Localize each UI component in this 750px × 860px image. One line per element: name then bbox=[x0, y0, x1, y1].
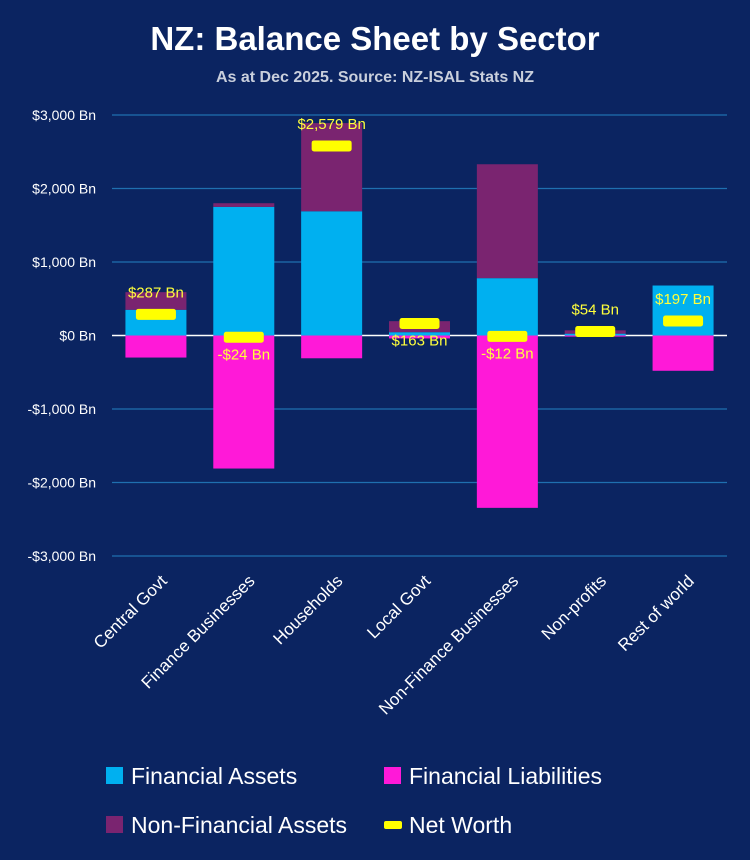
net-worth-marker bbox=[487, 330, 528, 342]
y-tick-label: $1,000 Bn bbox=[32, 254, 96, 270]
bar-financial-assets bbox=[213, 206, 275, 336]
x-tick-label: Non-profits bbox=[538, 571, 610, 643]
net-worth-data-label: $197 Bn bbox=[655, 291, 711, 308]
net-worth-data-label: $287 Bn bbox=[128, 284, 184, 301]
bar-financial-liabilities bbox=[301, 335, 363, 359]
legend: Financial Assets Financial Liabilities Non… bbox=[106, 763, 602, 838]
x-tick-label: Non-Finance Businesses bbox=[375, 571, 522, 718]
y-tick-label: $0 Bn bbox=[59, 328, 96, 344]
legend-swatch bbox=[384, 767, 401, 784]
net-worth-marker bbox=[663, 315, 704, 327]
bars bbox=[125, 123, 714, 508]
bar-non-financial-assets bbox=[301, 123, 363, 212]
net-worth-data-label: $2,579 Bn bbox=[297, 116, 365, 133]
net-worth-marker bbox=[223, 331, 264, 343]
x-tick-label: Local Govt bbox=[363, 571, 434, 642]
bar-financial-liabilities bbox=[476, 335, 538, 508]
net-worth-data-label: -$24 Bn bbox=[218, 346, 271, 363]
bar-non-financial-assets bbox=[213, 203, 275, 207]
bar-financial-assets bbox=[301, 211, 363, 336]
bar-financial-assets bbox=[389, 332, 450, 336]
bar-non-financial-assets bbox=[125, 292, 187, 310]
legend-label: Net Worth bbox=[409, 812, 512, 838]
y-tick-label: $2,000 Bn bbox=[32, 181, 96, 197]
net-worth-markers bbox=[135, 140, 704, 343]
y-tick-label: -$1,000 Bn bbox=[28, 401, 97, 417]
bar-financial-liabilities bbox=[125, 335, 187, 358]
net-worth-marker bbox=[135, 308, 176, 320]
net-worth-data-label: $54 Bn bbox=[571, 302, 619, 319]
net-worth-marker bbox=[575, 326, 616, 338]
x-tick-label: Households bbox=[270, 571, 347, 648]
chart-subtitle: As at Dec 2025. Source: NZ-ISAL Stats NZ bbox=[216, 69, 534, 86]
net-worth-marker bbox=[311, 140, 352, 152]
y-tick-label: $3,000 Bn bbox=[32, 107, 96, 123]
legend-swatch bbox=[106, 767, 123, 784]
net-worth-marker bbox=[399, 318, 440, 330]
legend-label: Financial Liabilities bbox=[409, 763, 602, 789]
bar-financial-liabilities bbox=[652, 335, 714, 371]
data-labels: $287 Bn -$24 Bn $2,579 Bn $163 Bn -$12 Bn $54… bbox=[128, 116, 711, 363]
bar-financial-assets bbox=[476, 278, 538, 336]
legend-label: Non-Financial Assets bbox=[131, 812, 347, 838]
bar-financial-assets bbox=[652, 285, 714, 336]
x-tick-label: Central Govt bbox=[90, 571, 171, 652]
bar-financial-liabilities bbox=[389, 335, 450, 339]
legend-label: Financial Assets bbox=[131, 763, 297, 789]
x-tick-label: Rest of world bbox=[614, 571, 698, 655]
bar-financial-liabilities bbox=[213, 335, 275, 469]
net-worth-data-label: -$12 Bn bbox=[481, 345, 534, 362]
net-worth-data-label: $163 Bn bbox=[392, 333, 448, 350]
legend-swatch-net-worth bbox=[384, 821, 402, 829]
bar-non-financial-assets bbox=[476, 164, 538, 279]
y-tick-label: -$2,000 Bn bbox=[28, 475, 97, 491]
chart-title: NZ: Balance Sheet by Sector bbox=[150, 20, 599, 57]
legend-swatch bbox=[106, 816, 123, 833]
y-tick-label: -$3,000 Bn bbox=[28, 548, 97, 564]
